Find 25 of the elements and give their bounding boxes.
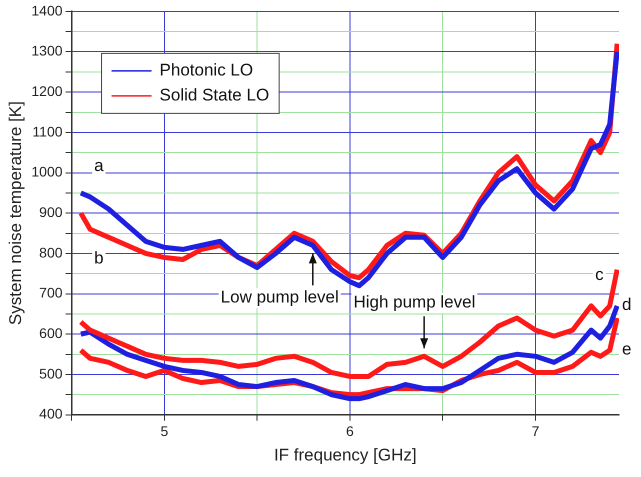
annotation: e xyxy=(622,339,632,358)
annotation: a xyxy=(94,156,104,176)
y-tick-label: 600 xyxy=(39,324,63,341)
y-tick-label: 700 xyxy=(39,284,63,301)
y-tick-label: 1200 xyxy=(31,82,63,99)
y-tick-label: 1100 xyxy=(32,123,63,140)
y-tick-label: 1300 xyxy=(31,42,63,59)
legend-label: Solid State LO xyxy=(160,86,270,105)
x-axis-title: IF frequency [GHz] xyxy=(274,445,417,464)
y-axis-title: System noise temperature [K] xyxy=(6,101,25,326)
annotation: High pump level xyxy=(353,292,476,312)
y-tick-label: 900 xyxy=(39,204,63,220)
annotation: c xyxy=(595,265,604,284)
y-tick-label: 500 xyxy=(39,365,63,382)
x-tick-label: 6 xyxy=(346,423,354,440)
annotation: Low pump level xyxy=(220,288,339,307)
x-tick-label: 7 xyxy=(532,423,540,440)
annotation: b xyxy=(94,248,104,268)
legend-label: Photonic LO xyxy=(160,60,254,80)
annotation: d xyxy=(622,295,632,314)
y-tick-label: 1400 xyxy=(31,2,63,18)
y-tick-label: 1000 xyxy=(31,164,63,180)
y-tick-label: 400 xyxy=(39,406,63,422)
x-tick-label: 5 xyxy=(160,423,168,440)
y-tick-label: 800 xyxy=(39,244,63,260)
